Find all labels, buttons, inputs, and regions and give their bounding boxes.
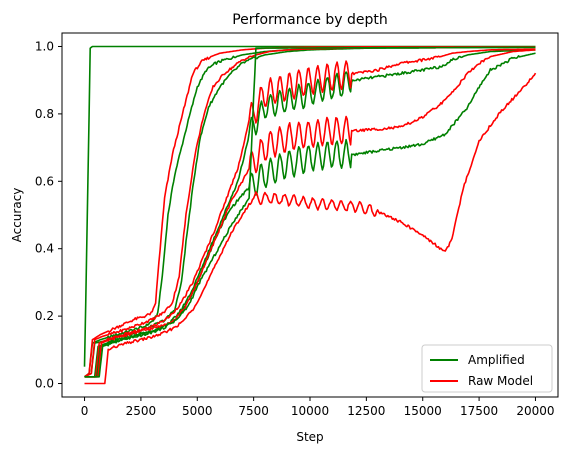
legend-label-raw-model: Raw Model (468, 374, 533, 388)
legend: Amplified Raw Model (421, 344, 553, 393)
y-axis-label: Accuracy (10, 188, 24, 243)
x-axis: 0 2500 5000 7500 10000 12500 15000 17500 20000 (81, 397, 555, 418)
y-tick-label: 0.4 (35, 242, 54, 256)
x-tick-label: 0 (81, 404, 89, 418)
legend-label-amplified: Amplified (468, 353, 525, 367)
series-line-raw-model (84, 48, 536, 378)
series-line-raw-model (84, 49, 536, 378)
y-tick-label: 1.0 (35, 39, 54, 53)
series-line-amplified (84, 49, 536, 378)
y-tick-label: 0.8 (35, 107, 54, 121)
y-tick-label: 0.2 (35, 309, 54, 323)
y-axis: 0.0 0.2 0.4 0.6 0.8 1.0 (35, 39, 62, 391)
series-line-amplified (84, 46, 536, 378)
x-tick-label: 17500 (460, 404, 498, 418)
x-tick-label: 15000 (404, 404, 442, 418)
plot-area (83, 45, 537, 385)
x-tick-label: 20000 (516, 404, 554, 418)
x-tick-label: 2500 (126, 404, 157, 418)
series-line-amplified (84, 46, 536, 378)
x-tick-label: 5000 (182, 404, 213, 418)
x-tick-label: 7500 (238, 404, 269, 418)
y-tick-label: 0.6 (35, 174, 54, 188)
x-tick-label: 12500 (347, 404, 385, 418)
series-line-raw-model (84, 72, 537, 385)
x-tick-label: 10000 (291, 404, 329, 418)
x-axis-label: Step (296, 430, 323, 444)
chart-title: Performance by depth (232, 12, 388, 28)
y-tick-label: 0.0 (35, 377, 54, 391)
